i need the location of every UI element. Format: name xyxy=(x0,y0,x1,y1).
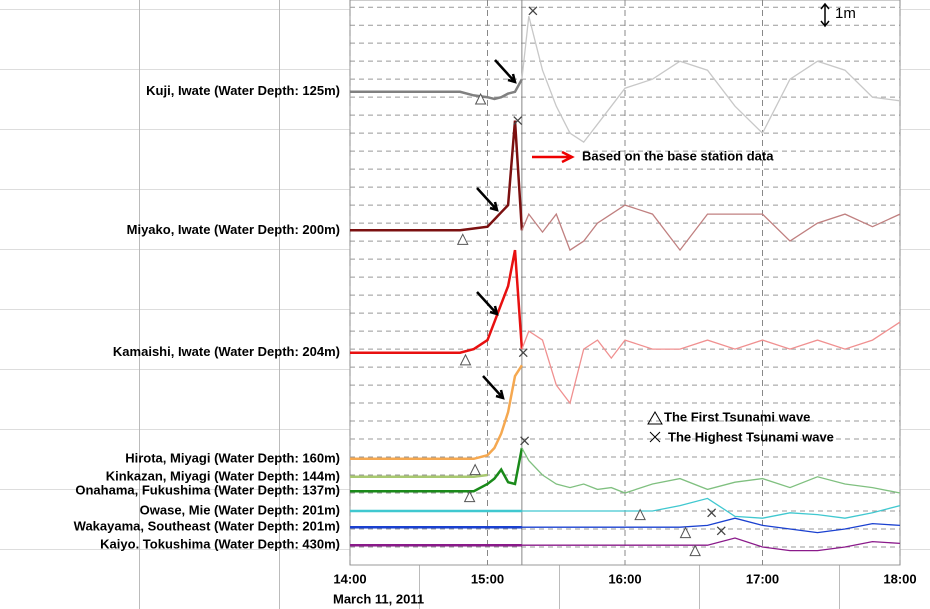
series-line-light xyxy=(521,321,901,405)
series-line-dark xyxy=(350,120,524,232)
series-line-light xyxy=(521,497,901,519)
highest-wave-marker xyxy=(707,508,717,518)
annotation: Based on the base station data xyxy=(582,148,774,163)
x-axis-label: March 11, 2011 xyxy=(333,591,424,606)
series-label: Kuji, Iwate (Water Depth: 125m) xyxy=(146,83,340,98)
legend-highest: The Highest Tsunami wave xyxy=(668,429,834,444)
first-wave-marker xyxy=(469,463,481,476)
highest-wave-marker xyxy=(518,348,528,358)
series-label: Onahama, Fukushima (Water Depth: 137m) xyxy=(75,483,340,498)
scale-label: 1m xyxy=(835,5,856,22)
highest-wave-marker xyxy=(520,436,530,446)
series-label: Hirota, Miyagi (Water Depth: 160m) xyxy=(125,450,340,465)
first-wave-marker xyxy=(689,544,701,557)
series-line-light xyxy=(521,16,901,143)
series-label: Kamaishi, Iwate (Water Depth: 204m) xyxy=(113,344,340,359)
legend-first: The First Tsunami wave xyxy=(664,409,810,424)
scale-arrow xyxy=(820,2,830,28)
red-arrow xyxy=(532,150,575,164)
series-line-light xyxy=(521,447,901,494)
first-wave-marker xyxy=(634,508,646,521)
series-label: Miyako, Iwate (Water Depth: 200m) xyxy=(127,222,340,237)
arrows xyxy=(476,59,517,400)
x-tick-label: 18:00 xyxy=(883,571,916,586)
x-tick-label: 16:00 xyxy=(608,571,641,586)
legend-cross xyxy=(649,431,661,443)
series-label: Kaiyo. Tokushima (Water Depth: 430m) xyxy=(100,537,340,552)
lines xyxy=(350,16,901,552)
first-wave-marker xyxy=(459,353,472,366)
legend-triangle xyxy=(647,411,663,425)
first-wave-marker xyxy=(456,233,469,245)
series-line-dark xyxy=(350,364,523,461)
series-line-dark xyxy=(350,473,488,479)
series-label: Owase, Mie (Water Depth: 201m) xyxy=(140,502,340,517)
series-line-dark xyxy=(350,249,524,354)
series-line-light xyxy=(521,517,901,534)
series-line-light xyxy=(521,537,901,552)
highest-wave-marker xyxy=(513,116,523,126)
series-label: Wakayama, Southeast (Water Depth: 201m) xyxy=(74,519,340,534)
x-tick-label: 14:00 xyxy=(333,571,366,586)
grid xyxy=(349,0,901,565)
x-tick-label: 15:00 xyxy=(471,571,504,586)
first-wave-marker xyxy=(474,92,487,105)
highest-wave-marker xyxy=(716,526,726,536)
first-wave-marker xyxy=(679,526,692,539)
highest-wave-marker xyxy=(528,6,538,16)
series-label: Kinkazan, Miyagi (Water Depth: 144m) xyxy=(106,468,340,483)
series-line-dark xyxy=(350,447,524,493)
x-tick-label: 17:00 xyxy=(746,571,779,586)
series-line-light xyxy=(521,204,901,252)
first-wave-marker xyxy=(463,490,476,503)
